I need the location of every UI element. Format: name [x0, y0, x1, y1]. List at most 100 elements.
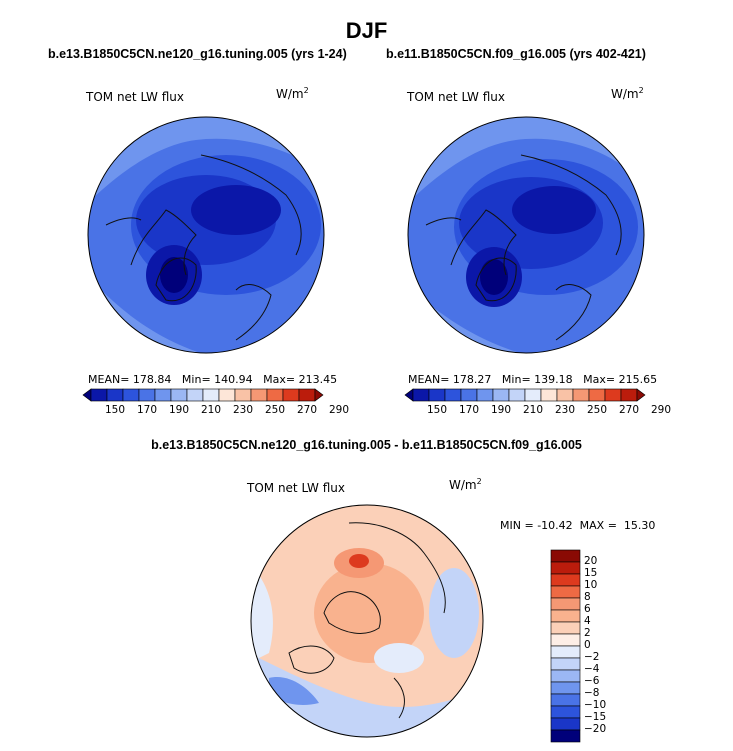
panel2-units: W/m2	[611, 86, 644, 101]
panel1-colorbar-tick-label: 230	[232, 404, 254, 416]
panel2-colorbar-tick-label: 230	[554, 404, 576, 416]
panel3-colorbar-tick-label: 4	[584, 615, 591, 627]
panel1-colorbar-tick-label: 170	[136, 404, 158, 416]
panel1-colorbar-segment	[170, 388, 188, 402]
panel1-colorbar-segment	[202, 388, 220, 402]
panel2-colorbar-tick-label: 210	[522, 404, 544, 416]
panel3-colorbar-tick-label: −20	[584, 723, 607, 735]
panel2-colorbar-segment	[540, 388, 558, 402]
panel3-colorbar-ticks: 20 15 10 8 6 4 2 0 −2 −4 −6 −8 −10 −15 −20	[584, 550, 624, 742]
panel3-colorbar-tick-label: −10	[584, 699, 607, 711]
panel3-coastline-eurasia	[348, 522, 446, 614]
panel1-colorbar-tick-label: 270	[296, 404, 318, 416]
panel3-colorbar-tick-label: −4	[584, 663, 600, 675]
panel1-field-core	[191, 185, 281, 235]
panel1-colorbar-segment	[298, 388, 316, 402]
panel2-colorbar-segment	[604, 388, 622, 402]
panel2-colorbar-tick-label: 290	[650, 404, 672, 416]
panel3-polar-map	[250, 504, 484, 738]
panel3-colorbar-segment	[550, 657, 581, 671]
panel2-coastline-canada	[450, 209, 517, 276]
panel2-coastline-alaska	[425, 217, 462, 226]
panel1-colorbar-cap-high	[314, 388, 324, 402]
panel1-colorbar-segment	[234, 388, 252, 402]
panel2-colorbar-segment	[428, 388, 446, 402]
panel1-coastline-europe	[235, 284, 272, 341]
panel3-colorbar-segment	[550, 717, 581, 731]
panel3-colorbar-tick-label: −6	[584, 675, 600, 687]
panel1-coastline-greenland	[155, 257, 197, 302]
panel2-colorbar-tick-label: 250	[586, 404, 608, 416]
panel2-colorbar-tick-label: 190	[490, 404, 512, 416]
panel2-colorbar-tick-label: 270	[618, 404, 640, 416]
panel3-field-light-blue-south	[251, 653, 483, 737]
panel2-colorbar-segment	[476, 388, 494, 402]
panel2-colorbar-segment	[460, 388, 478, 402]
panel1-colorbar-segment	[90, 388, 108, 402]
panel2-coastline-europe	[555, 284, 592, 341]
panel2-stats: MEAN= 178.27 Min= 139.18 Max= 215.65	[408, 373, 658, 386]
panel2-variable-label: TOM net LW flux	[407, 90, 505, 104]
panel2-colorbar-tick-label: 170	[458, 404, 480, 416]
panel1-colorbar-ticks: 150 170 190 210 230 250 270 290	[83, 404, 349, 418]
panel2-colorbar-segment	[556, 388, 574, 402]
panel3-colorbar-segment	[550, 573, 581, 587]
panel3-colorbar-tick-label: 15	[584, 567, 598, 579]
panel3-colorbar-segment	[550, 561, 581, 575]
panel3-colorbar-segment	[550, 597, 581, 611]
panel3-coastline-arctic	[323, 591, 381, 634]
panel3-colorbar-tick-label: −15	[584, 711, 607, 723]
panel3-colorbar-tick-label: −2	[584, 651, 600, 663]
panel1-colorbar-segment	[154, 388, 172, 402]
panel1-colorbar-segment	[138, 388, 156, 402]
panel3-colorbar-segment	[550, 645, 581, 659]
panel2-polar-map	[407, 116, 645, 354]
panel3-colorbar	[550, 549, 581, 743]
panel2-colorbar-segment	[524, 388, 542, 402]
panel3-colorbar-tick-label: 0	[584, 639, 591, 651]
panel1-colorbar-cap-low	[82, 388, 92, 402]
panel3-field-cool-band	[269, 677, 319, 705]
panel1-colorbar-segment	[106, 388, 124, 402]
panel1-colorbar-segment	[186, 388, 204, 402]
panel3-field-warm-center	[314, 563, 424, 663]
panel1-colorbar-segment	[250, 388, 268, 402]
panel3-field-cool-spot	[374, 643, 424, 673]
panel2-field-core	[512, 186, 596, 234]
panel3-colorbar-segment	[550, 621, 581, 635]
panel3-stats: MIN = -10.42 MAX = 15.30	[500, 519, 656, 532]
panel1-colorbar-tick-label: 250	[264, 404, 286, 416]
panel3-units: W/m2	[449, 477, 482, 492]
panel2-coastline-greenland	[475, 257, 517, 302]
panel2-colorbar-ticks: 150 170 190 210 230 250 270 290	[405, 404, 671, 418]
panel3-field-warm-core	[349, 554, 369, 568]
panel1-stats: MEAN= 178.84 Min= 140.94 Max= 213.45	[88, 373, 338, 386]
panel2-colorbar-segment	[620, 388, 638, 402]
panel1-coastline-alaska	[105, 217, 142, 226]
panel3-colorbar-segment	[550, 729, 581, 743]
panel3-variable-label: TOM net LW flux	[247, 481, 345, 495]
panel1-coastline-canada	[130, 209, 197, 276]
panel3-colorbar-segment	[550, 669, 581, 683]
panel1-polar-map	[87, 116, 325, 354]
panel2-colorbar-segment	[508, 388, 526, 402]
panel3-colorbar-tick-label: 20	[584, 555, 598, 567]
panel2-colorbar-tick-label: 150	[426, 404, 448, 416]
panel1-field-light-ring	[88, 117, 324, 205]
panel1-units: W/m2	[276, 86, 309, 101]
panel3-colorbar-tick-label: 10	[584, 579, 598, 591]
panel2-colorbar-cap-high	[636, 388, 646, 402]
panel2-colorbar	[404, 388, 646, 402]
panel2-colorbar-cap-low	[404, 388, 414, 402]
panel2-colorbar-segment	[588, 388, 606, 402]
panel2-colorbar-segment	[492, 388, 510, 402]
panel2-field-greenland-min	[480, 259, 508, 295]
panel1-colorbar-tick-label: 150	[104, 404, 126, 416]
panel2-coastline-eurasia	[520, 154, 622, 256]
panel1-title: b.e13.B1850C5CN.ne120_g16.tuning.005 (yr…	[48, 47, 347, 61]
panel3-colorbar-segment	[550, 609, 581, 623]
panel1-colorbar-tick-label: 190	[168, 404, 190, 416]
season-title: DJF	[345, 18, 388, 43]
panel1-colorbar-segment	[122, 388, 140, 402]
panel2-colorbar-segment	[444, 388, 462, 402]
